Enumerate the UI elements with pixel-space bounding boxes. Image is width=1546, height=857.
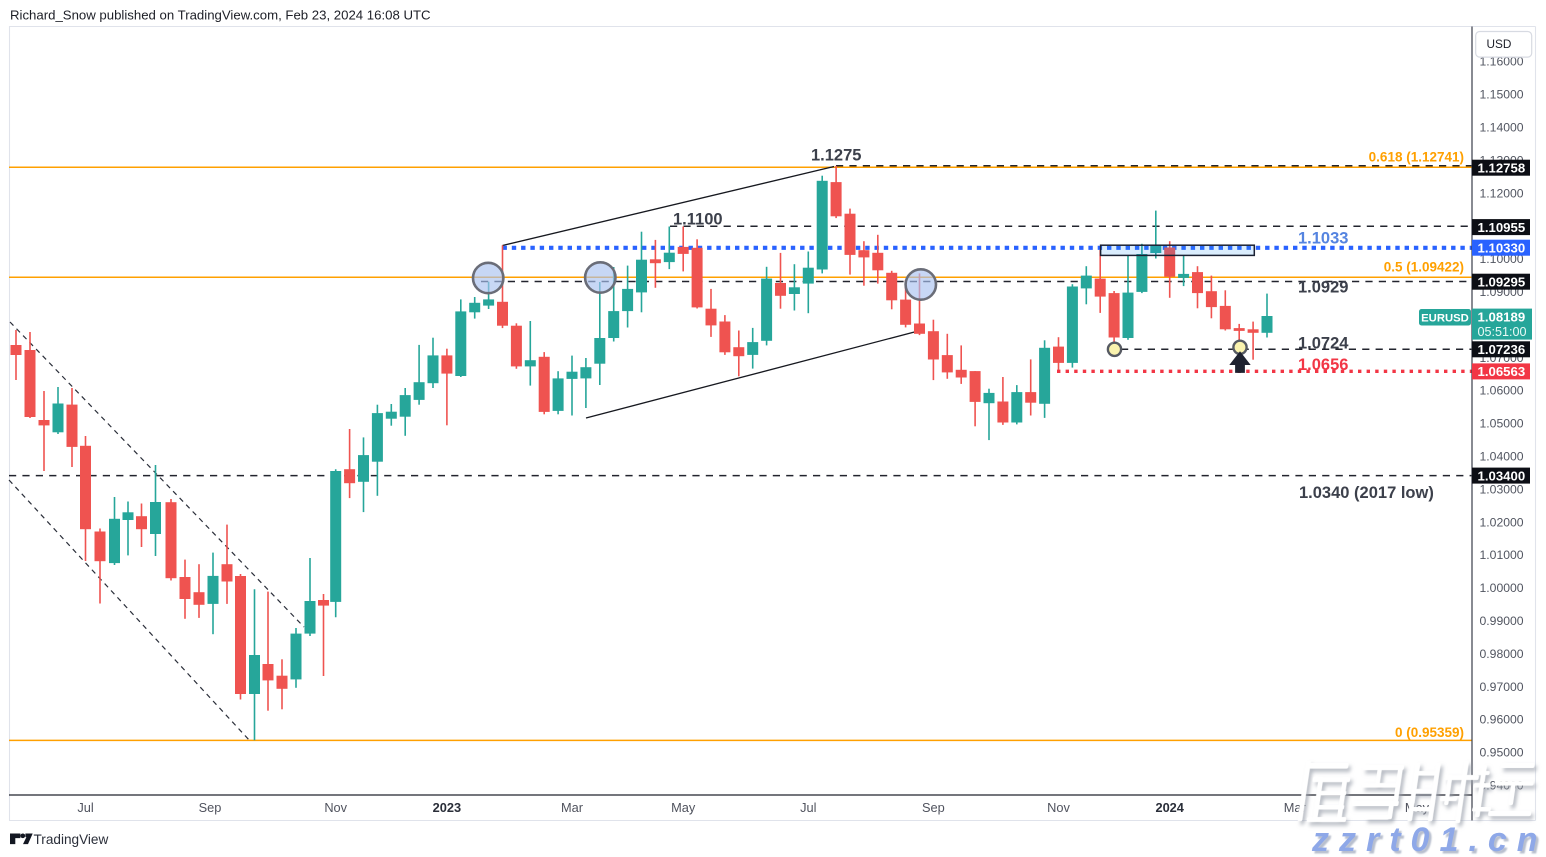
svg-text:0 (0.95359): 0 (0.95359) (1395, 725, 1464, 740)
svg-text:1.16000: 1.16000 (1480, 55, 1524, 69)
svg-text:1.0656: 1.0656 (1298, 356, 1348, 374)
svg-text:Nov: Nov (1047, 800, 1070, 815)
svg-text:1.1100: 1.1100 (673, 211, 723, 229)
svg-text:1.05000: 1.05000 (1480, 417, 1524, 431)
svg-text:05:51:00: 05:51:00 (1478, 325, 1527, 339)
svg-text:TradingView: TradingView (34, 832, 109, 847)
svg-text:1.08189: 1.08189 (1478, 310, 1526, 325)
svg-text:1.06563: 1.06563 (1478, 364, 1526, 379)
svg-text:May: May (671, 800, 696, 815)
svg-text:Nov: Nov (324, 800, 347, 815)
svg-text:1.12000: 1.12000 (1480, 186, 1524, 200)
svg-text:1.01000: 1.01000 (1480, 548, 1524, 562)
svg-text:1.1275: 1.1275 (811, 147, 861, 165)
svg-text:1.15000: 1.15000 (1480, 88, 1524, 102)
svg-text:1.00000: 1.00000 (1480, 581, 1524, 595)
svg-text:1.02000: 1.02000 (1480, 515, 1524, 529)
svg-text:0.95000: 0.95000 (1480, 746, 1524, 760)
svg-text:1.09295: 1.09295 (1478, 274, 1526, 289)
svg-text:1.03400: 1.03400 (1478, 468, 1526, 483)
svg-text:1.12758: 1.12758 (1478, 160, 1526, 175)
svg-text:1.04000: 1.04000 (1480, 450, 1524, 464)
svg-text:1.1033: 1.1033 (1298, 230, 1348, 248)
svg-text:Sep: Sep (199, 800, 222, 815)
svg-text:0.618 (1.12741): 0.618 (1.12741) (1369, 150, 1464, 165)
svg-text:1.0929: 1.0929 (1298, 279, 1348, 297)
svg-text:0.5 (1.09422): 0.5 (1.09422) (1384, 259, 1464, 274)
svg-text:1.07236: 1.07236 (1478, 342, 1526, 357)
svg-text:2024: 2024 (1155, 800, 1184, 815)
svg-text:0.96000: 0.96000 (1480, 713, 1524, 727)
svg-text:0.98000: 0.98000 (1480, 647, 1524, 661)
svg-text:EURUSD: EURUSD (1421, 313, 1469, 325)
svg-text:2023: 2023 (433, 800, 461, 815)
svg-text:1.10955: 1.10955 (1478, 220, 1526, 235)
svg-text:Jul: Jul (77, 800, 93, 815)
svg-text:Richard_Snow published on Trad: Richard_Snow published on TradingView.co… (10, 8, 431, 23)
svg-text:1.14000: 1.14000 (1480, 121, 1524, 135)
svg-text:Mar: Mar (561, 800, 584, 815)
svg-text:USD: USD (1487, 37, 1512, 51)
svg-text:1.0340 (2017 low): 1.0340 (2017 low) (1299, 484, 1434, 502)
svg-text:1.0724: 1.0724 (1298, 334, 1349, 352)
svg-text:1.10330: 1.10330 (1478, 240, 1526, 255)
svg-text:Jul: Jul (800, 800, 816, 815)
svg-text:1.06000: 1.06000 (1480, 384, 1524, 398)
svg-text:1.03000: 1.03000 (1480, 482, 1524, 496)
svg-text:0.97000: 0.97000 (1480, 680, 1524, 694)
svg-text:0.99000: 0.99000 (1480, 614, 1524, 628)
svg-text:Sep: Sep (922, 800, 945, 815)
